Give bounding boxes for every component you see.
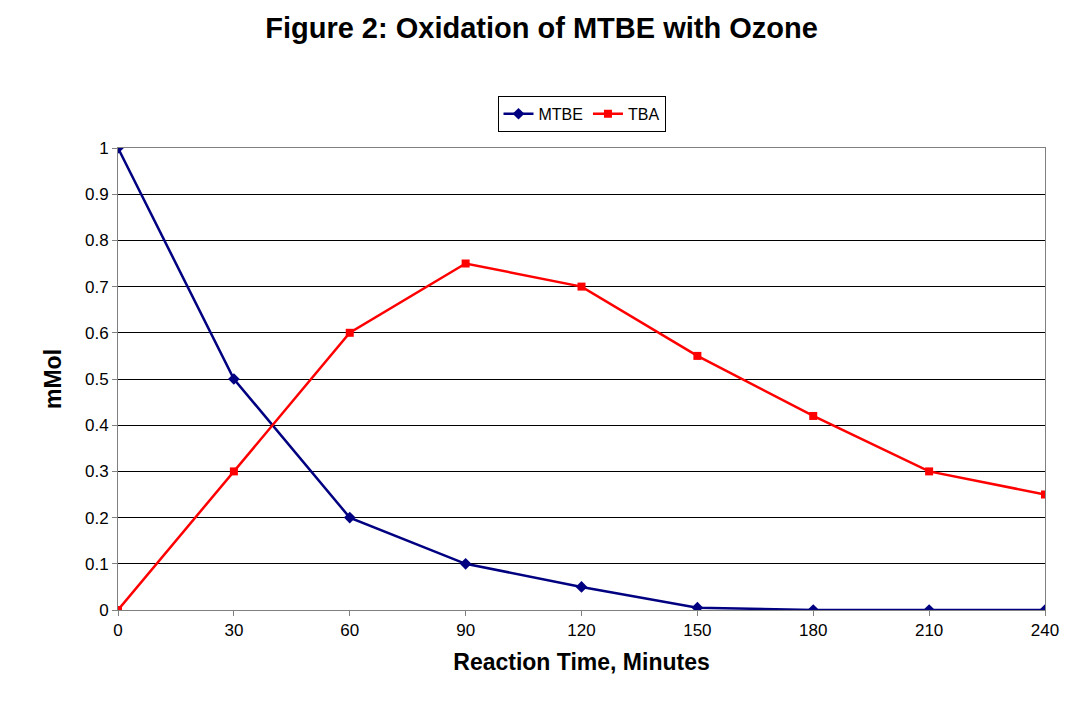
svg-text:0: 0 (113, 621, 122, 640)
svg-text:0: 0 (99, 601, 108, 620)
svg-text:Reaction Time, Minutes: Reaction Time, Minutes (453, 649, 709, 675)
svg-text:0.1: 0.1 (85, 555, 109, 574)
svg-text:0.4: 0.4 (85, 416, 109, 435)
svg-text:120: 120 (567, 621, 595, 640)
svg-text:0.7: 0.7 (85, 278, 109, 297)
svg-text:0.2: 0.2 (85, 509, 109, 528)
svg-text:240: 240 (1031, 621, 1059, 640)
svg-text:180: 180 (799, 621, 827, 640)
svg-text:TBA: TBA (628, 106, 659, 123)
svg-text:90: 90 (456, 621, 475, 640)
svg-text:0.8: 0.8 (85, 231, 109, 250)
svg-text:0.9: 0.9 (85, 185, 109, 204)
svg-text:60: 60 (340, 621, 359, 640)
svg-text:0.3: 0.3 (85, 462, 109, 481)
svg-text:0.6: 0.6 (85, 324, 109, 343)
svg-text:210: 210 (915, 621, 943, 640)
svg-text:0.5: 0.5 (85, 370, 109, 389)
svg-text:30: 30 (224, 621, 243, 640)
svg-text:1: 1 (99, 139, 108, 158)
svg-text:MTBE: MTBE (539, 106, 583, 123)
svg-text:150: 150 (683, 621, 711, 640)
svg-text:mMol: mMol (40, 349, 66, 409)
svg-text:Figure 2: Oxidation of MTBE wi: Figure 2: Oxidation of MTBE with Ozone (265, 12, 818, 44)
